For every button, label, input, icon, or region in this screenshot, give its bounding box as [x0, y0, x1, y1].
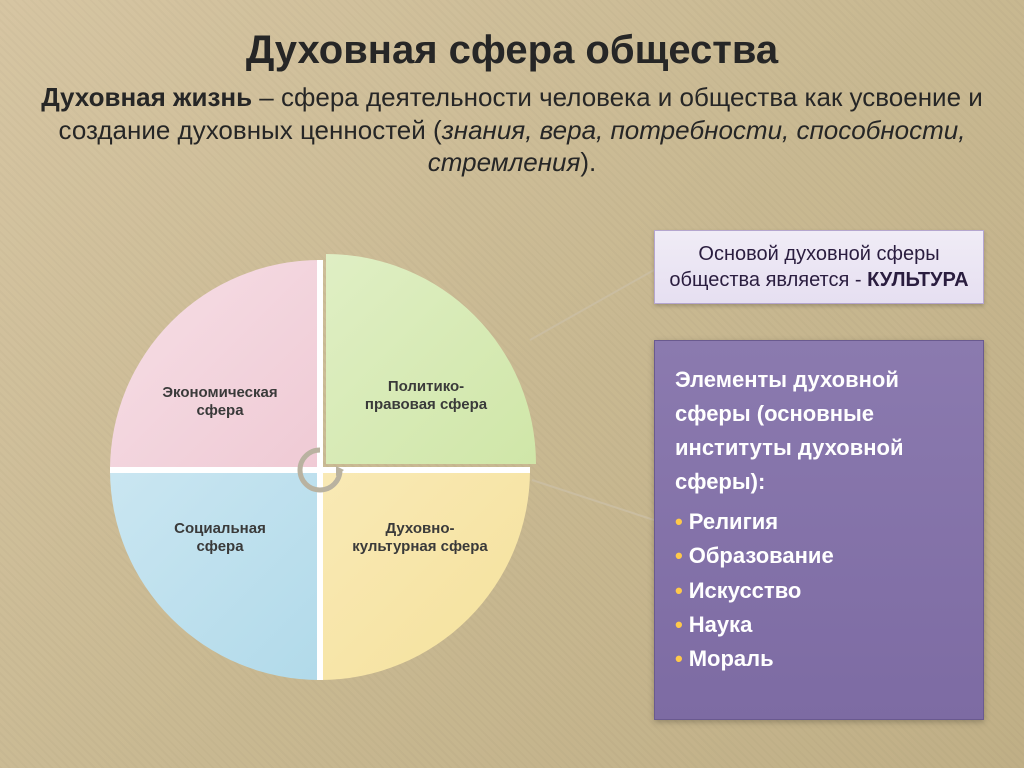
spheres-pie: Экономическая сфера Политико-правовая сф… [110, 260, 530, 680]
definition-body-after: ). [580, 147, 596, 177]
slide-content: Духовная сфера общества Духовная жизнь –… [0, 0, 1024, 768]
pie-label-political: Политико-правовая сфера [356, 378, 496, 414]
callout-bold: КУЛЬТУРА [867, 269, 968, 291]
list-item: Искусство [675, 574, 963, 608]
pie-quadrant-economic: Экономическая сфера [110, 260, 320, 470]
panel-list: Религия Образование Искусство Наука Мора… [675, 505, 963, 675]
definition-italic: знания, вера, потребности, способности, … [428, 115, 966, 178]
pie-label-cultural: Духовно-культурная сфера [350, 520, 490, 556]
definition-text: Духовная жизнь – сфера деятельности чело… [0, 73, 1024, 179]
culture-callout: Основой духовной сферы общества является… [654, 230, 984, 304]
slide-title: Духовная сфера общества [0, 0, 1024, 73]
panel-heading: Элементы духовной сферы (основные инстит… [675, 363, 963, 499]
list-item: Мораль [675, 642, 963, 676]
list-item: Образование [675, 539, 963, 573]
pie-label-economic: Экономическая сфера [150, 384, 290, 420]
pie-quadrant-cultural: Духовно-культурная сфера [320, 470, 530, 680]
elements-panel: Элементы духовной сферы (основные инстит… [654, 340, 984, 720]
pie-quadrant-social: Социальная сфера [110, 470, 320, 680]
list-item: Наука [675, 608, 963, 642]
list-item: Религия [675, 505, 963, 539]
cycle-arrow-icon [292, 442, 348, 498]
pie-label-social: Социальная сфера [150, 520, 290, 556]
definition-lead: Духовная жизнь [41, 82, 252, 112]
pie-quadrant-political: Политико-правовая сфера [326, 254, 536, 464]
